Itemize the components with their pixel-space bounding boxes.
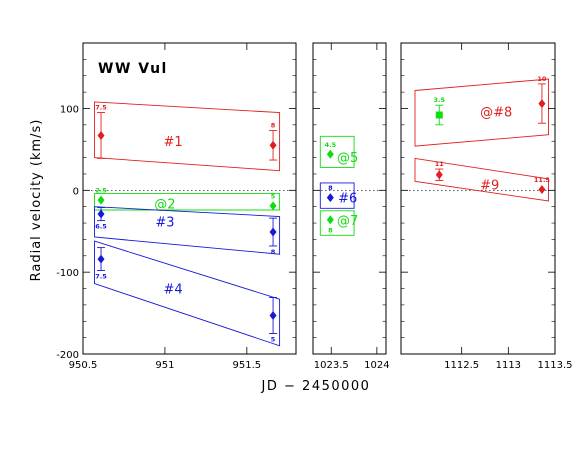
model-box [319, 210, 355, 236]
model-box-label: #6 [338, 192, 357, 207]
y-tick-label: -100 [56, 268, 79, 279]
model-box-label: @5 [337, 151, 358, 166]
model-box [414, 78, 549, 147]
x-tick-label: 950.5 [69, 360, 98, 371]
data-point [269, 201, 277, 211]
data-point-label: 3.5 [434, 96, 446, 104]
data-point [269, 140, 277, 150]
model-box-label: #9 [480, 179, 499, 194]
y-axis-label: Radial velocity (km/s) [29, 119, 44, 282]
data-point-label: 6.5 [95, 223, 107, 231]
model-box [94, 193, 281, 211]
x-tick-label: 1112.5 [444, 360, 479, 371]
model-box [319, 135, 355, 168]
model-box [319, 182, 355, 209]
panel-frame [82, 42, 297, 355]
model-box [414, 157, 549, 202]
panel-frame [312, 42, 387, 355]
x-tick-label: 1024 [364, 360, 389, 371]
y-tick-label: -200 [56, 350, 79, 361]
data-point-label: 8 [328, 226, 333, 234]
data-point-label: 8 [328, 184, 333, 192]
panel-frame [400, 42, 556, 355]
data-point [269, 227, 277, 237]
data-point [538, 184, 546, 194]
data-point [97, 254, 105, 264]
x-tick-label: 951.5 [233, 360, 262, 371]
data-point-label: 8 [271, 248, 276, 256]
model-box-label: @7 [337, 214, 358, 229]
x-axis-label: JD − 2450000 [261, 379, 371, 394]
data-point-label: 5 [271, 192, 276, 200]
data-point-label: 11.5 [534, 176, 551, 184]
x-tick-label: 1023.5 [314, 360, 349, 371]
model-box-label: @2 [154, 197, 175, 212]
model-box [94, 101, 281, 172]
model-box-label: #1 [164, 135, 183, 150]
model-box-label: #4 [164, 283, 183, 298]
data-point [326, 149, 334, 159]
plot-area: #1 @2 #3 #4 7.5 8 2.5 5 6.5 8 7.5 5 950.5 951 951.5 @5 #… [56, 42, 573, 371]
data-point-label: 8 [271, 122, 276, 130]
y-tick-label: 0 [73, 186, 79, 197]
x-tick-label: 951 [155, 360, 174, 371]
chart-title: WW Vul [98, 61, 168, 77]
data-point-label: 10 [537, 75, 547, 83]
data-point [435, 111, 443, 119]
model-box [94, 206, 281, 255]
data-point [97, 209, 105, 219]
y-tick-label: 100 [60, 104, 79, 115]
data-point-label: 7.5 [95, 104, 107, 112]
data-point [269, 311, 277, 321]
data-point-label: 5 [271, 336, 276, 344]
x-tick-label: 1113.5 [538, 360, 573, 371]
data-point [326, 215, 334, 225]
data-point [538, 99, 546, 109]
model-box-label: #3 [155, 215, 174, 230]
data-point [97, 130, 105, 140]
data-point-label: 2.5 [95, 187, 107, 195]
model-box-label: @#8 [480, 106, 512, 121]
data-point [97, 195, 105, 205]
data-point [326, 193, 334, 203]
data-point [435, 170, 443, 180]
x-tick-label: 1113 [496, 360, 521, 371]
model-box [94, 240, 281, 347]
data-point-label: 7.5 [95, 273, 107, 281]
data-point-label: 4.5 [325, 141, 337, 149]
data-point-label: 11 [435, 160, 445, 168]
